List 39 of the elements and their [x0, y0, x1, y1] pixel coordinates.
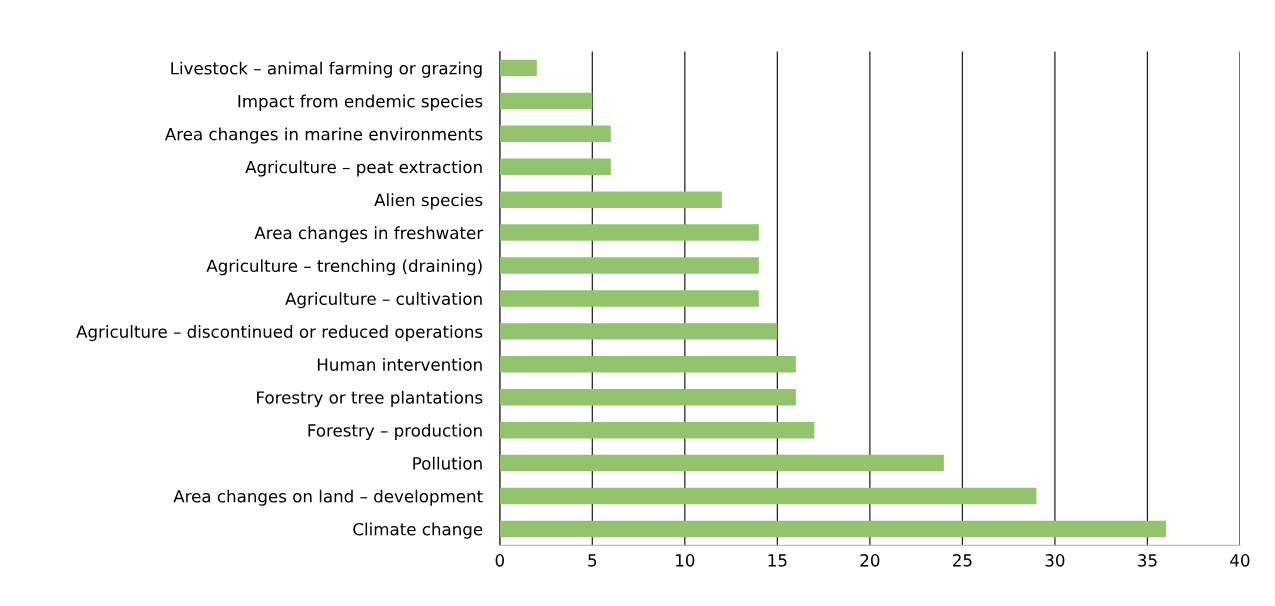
bar [499, 125, 611, 143]
y-tick-label: Livestock – animal farming or grazing [171, 61, 482, 78]
y-tick-label: Pollution [413, 456, 482, 470]
bar [499, 257, 759, 274]
bar [499, 224, 759, 241]
y-tick-label: Agriculture – peat extraction [245, 160, 482, 177]
bar [499, 158, 611, 175]
y-tick-label: Human intervention [317, 357, 482, 371]
y-tick-label: Climate change [353, 522, 483, 539]
bar [499, 487, 1037, 505]
y-tick-label: Area changes on land – development [173, 489, 483, 506]
bar [499, 520, 1166, 538]
x-tick-label: 25 [953, 554, 972, 567]
bar [499, 389, 796, 406]
bar [499, 191, 722, 208]
bar [499, 356, 796, 373]
x-tick-label: 15 [768, 554, 787, 567]
y-tick-label: Agriculture – discontinued or reduced operations [76, 325, 483, 342]
x-tick-label: 40 [1230, 554, 1250, 567]
y-tick-label: Alien species [374, 193, 483, 210]
y-tick-label: Area changes in freshwater [254, 226, 484, 243]
x-tick-label: 35 [1138, 554, 1157, 567]
y-tick-label: Forestry or tree plantations [257, 390, 483, 408]
bar [499, 454, 944, 472]
x-tick-label: 0 [495, 554, 504, 567]
x-tick-label: 20 [860, 554, 880, 567]
bar [499, 290, 759, 307]
x-tick-label: 5 [588, 554, 597, 567]
bar [499, 323, 778, 340]
bar [499, 92, 593, 110]
x-tick-label: 10 [676, 554, 695, 567]
y-tick-label: Area changes in marine environments [164, 127, 483, 144]
x-tick-label: 30 [1045, 554, 1065, 567]
y-tick-label: Agriculture – trenching (draining) [206, 259, 482, 276]
y-tick-label: Impact from endemic species [238, 94, 483, 111]
y-tick-label: Forestry – production [308, 423, 482, 440]
bar [499, 421, 815, 439]
y-tick-label: Agriculture – cultivation [285, 292, 482, 309]
bar [499, 59, 537, 77]
